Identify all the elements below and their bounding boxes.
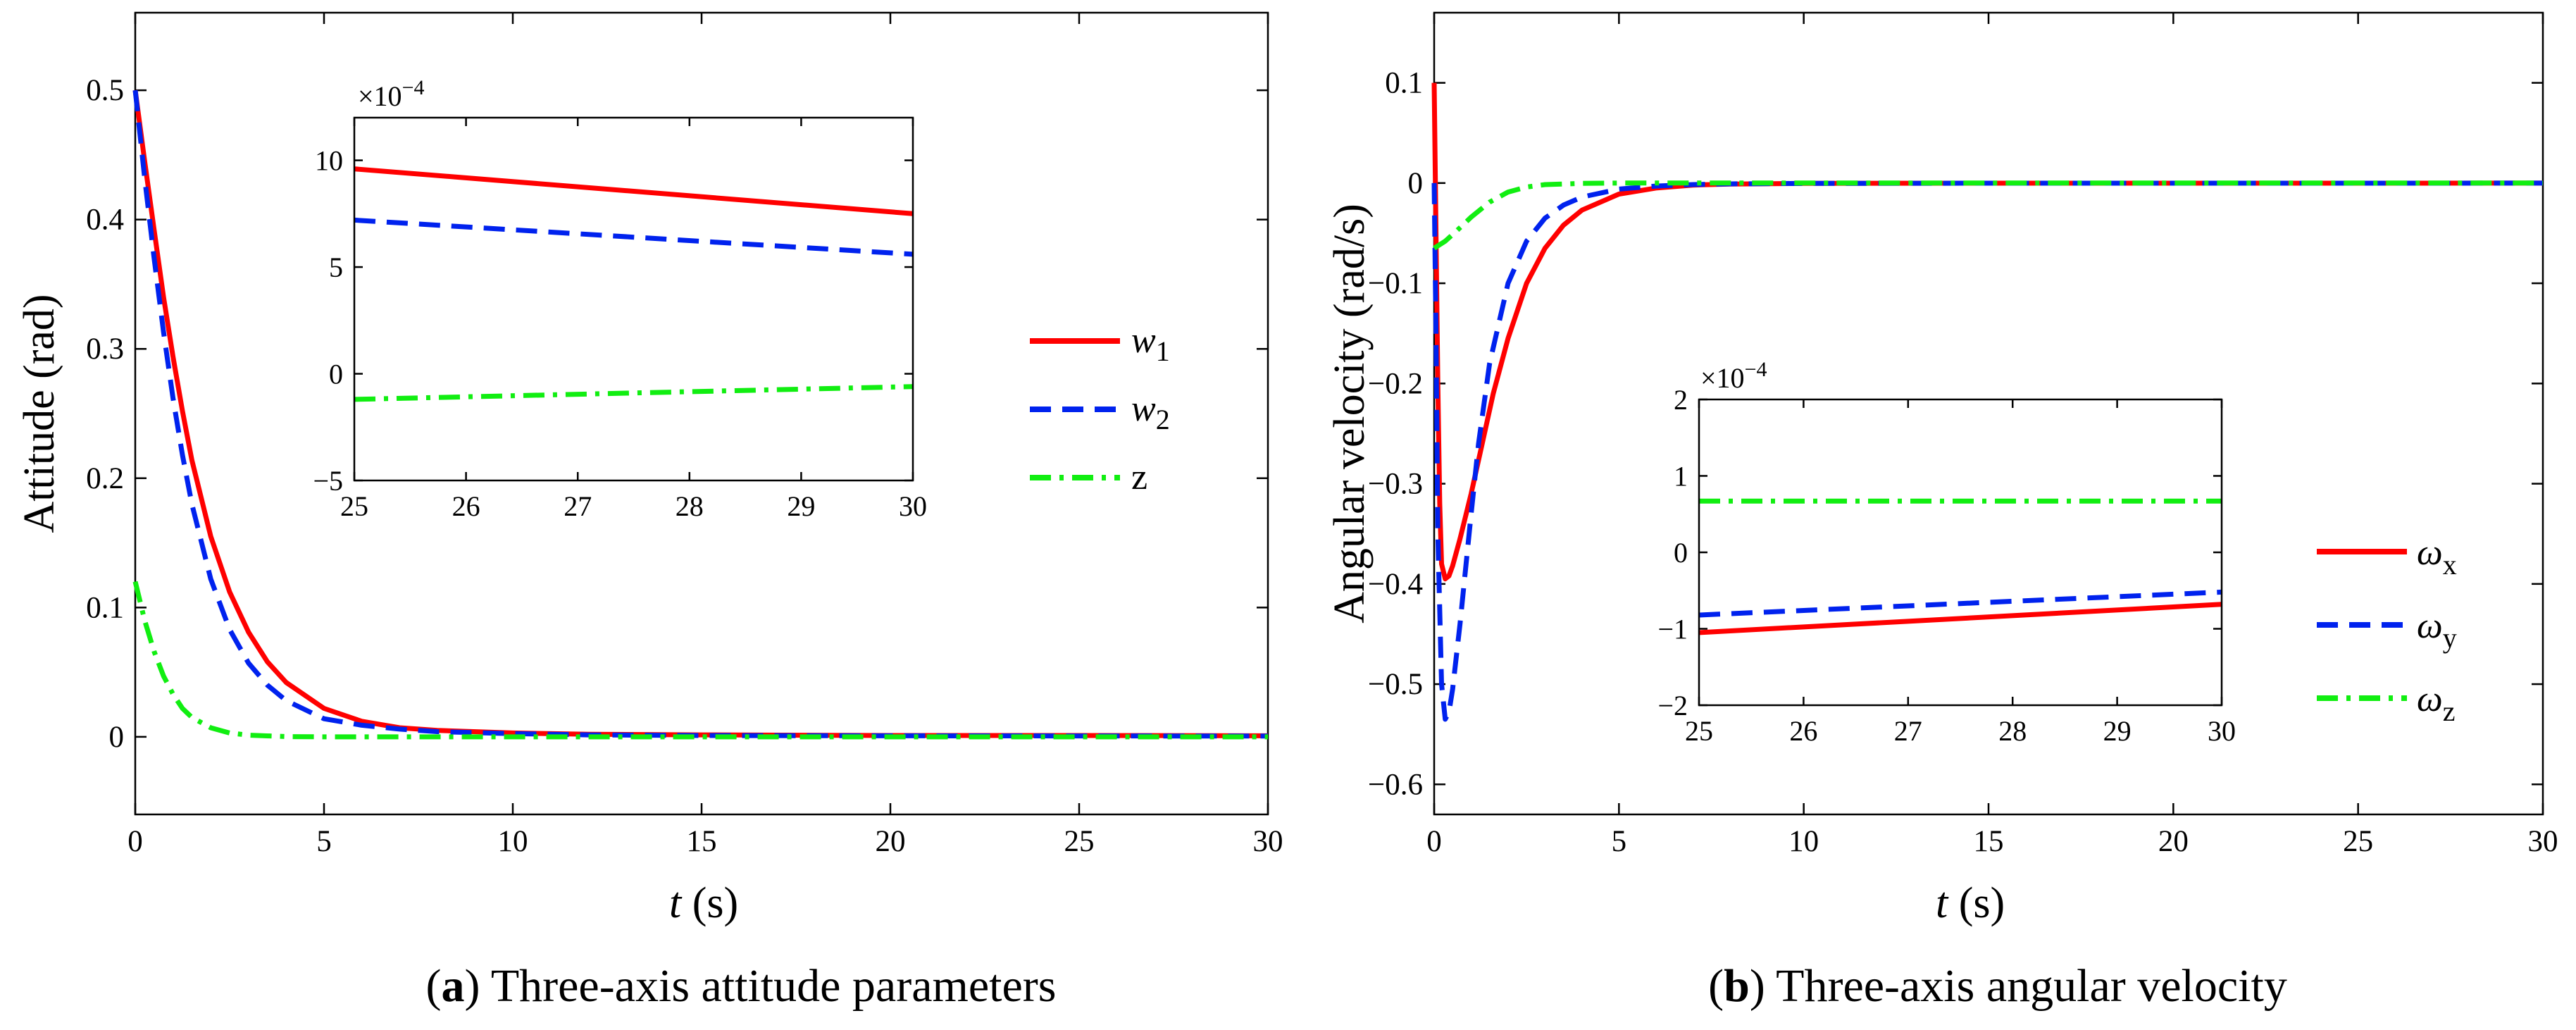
x-tick-label: 20 [2158,825,2189,858]
y-tick-label: 0.5 [86,74,124,107]
panel-a-inset-multiplier: ×10−4 [358,76,424,112]
y-tick-label: 0 [1674,537,1688,569]
y-tick-label: −0.6 [1368,768,1423,801]
panel-a-inset: 25 26 27 28 29 30 −5 0 5 10 ×10−4 [313,76,927,522]
panel-b-caption: (b) Three-axis angular velocity [1708,960,2287,1012]
legend-label-wy: ωy [2417,606,2457,654]
y-tick-label: 0 [109,721,125,754]
y-tick-label: −0.5 [1368,668,1423,701]
x-tick-label: 10 [498,825,528,858]
y-tick-label: −0.2 [1368,367,1423,400]
y-tick-label: 0.2 [86,462,124,495]
panel-a-caption: (a) Three-axis attitude parameters [426,960,1057,1012]
panel-b-series [1431,82,2544,722]
x-tick-label: 30 [2208,715,2236,747]
x-tick-label: 29 [787,490,815,522]
x-tick-label: 0 [1426,825,1442,858]
panel-b-x-ticks: 0 5 10 15 20 25 30 [1426,13,2558,858]
panel-b-angular-velocity: 0 5 10 15 20 25 30 −0.6−0.5−0.4−0.3−0.2−0.100.… [1326,11,2558,1012]
series-line-wy [1698,589,2222,618]
x-tick-label: 30 [1253,825,1283,858]
panel-a-x-ticks: 0 5 10 15 20 25 30 [127,13,1283,858]
y-tick-label: 0 [329,359,343,390]
series-line-z [354,384,914,402]
panel-a-inset-x-ticks: 25 26 27 28 29 30 [340,118,927,522]
y-tick-label: 0.4 [86,204,124,237]
legend-label-z: z [1131,457,1147,497]
panel-a-legend: w1 w2 z [1030,321,1170,497]
y-tick-label: −2 [1657,690,1688,721]
x-tick-label: 26 [452,490,480,522]
x-tick-label: 30 [2528,825,2558,858]
x-tick-label: 10 [1788,825,1819,858]
series-line-wz [1433,180,2543,251]
series-line-wx [1698,602,2222,635]
panel-b-x-label: t (s) [1936,879,2005,927]
panel-a-inset-series [354,166,914,402]
x-tick-label: 25 [1064,825,1095,858]
x-tick-label: 25 [2343,825,2373,858]
y-tick-label: 2 [1674,384,1688,416]
panel-a-y-label: Attitude (rad) [15,294,63,533]
y-tick-label: 5 [329,252,343,283]
y-tick-label: −0.1 [1368,267,1423,300]
x-tick-label: 0 [127,825,143,858]
x-tick-label: 28 [1998,715,2027,747]
panel-a-series [132,89,1269,740]
panel-b-y-label: Angular velocity (rad/s) [1326,204,1374,623]
x-tick-label: 25 [1685,715,1713,747]
x-tick-label: 30 [899,490,927,522]
series-line-z [132,581,1268,740]
x-tick-label: 5 [316,825,332,858]
y-tick-label: −0.4 [1368,568,1423,601]
x-tick-label: 5 [1612,825,1627,858]
x-tick-label: 15 [1974,825,2004,858]
y-tick-label: −0.3 [1368,468,1423,501]
panel-b-inset-x-ticks: 25 26 27 28 29 30 [1685,399,2236,747]
panel-a-y-ticks: 0 0.1 0.2 0.3 0.4 0.5 [86,74,1268,754]
panel-a-inset-y-ticks: −5 0 5 10 [313,145,913,497]
panel-b-inset-y-ticks: −2 −1 0 1 2 [1657,384,2222,721]
panel-b-inset: 25 26 27 28 29 30 −2 −1 0 1 2 ×10−4 [1657,358,2236,747]
x-tick-label: 25 [340,490,368,522]
series-line-wy [1431,180,2544,722]
y-tick-label: 0.1 [86,591,124,624]
legend-label-wx: ωx [2417,533,2457,581]
x-tick-label: 29 [2103,715,2132,747]
panel-a-attitude: 0 5 10 15 20 25 30 0 0.1 0.2 0.3 0.4 0.5 t (s) Atti… [15,11,1283,1012]
legend-label-w2: w2 [1131,389,1170,435]
y-tick-label: −5 [313,465,343,497]
y-tick-label: 1 [1674,461,1688,492]
x-tick-label: 20 [876,825,906,858]
x-tick-label: 15 [687,825,717,858]
y-tick-label: 0 [1408,167,1424,200]
series-line-w1 [354,166,914,216]
panel-a-x-label: t (s) [669,879,738,927]
panel-b-legend: ωx ωy ωz [2317,533,2457,727]
panel-b-inset-multiplier: ×10−4 [1700,358,1767,394]
y-tick-label: 0.1 [1385,67,1423,100]
y-tick-label: 0.3 [86,333,124,366]
panel-b-inset-series [1698,498,2222,635]
y-tick-label: −1 [1657,614,1688,645]
x-tick-label: 28 [676,490,704,522]
x-tick-label: 27 [564,490,592,522]
series-line-w2 [354,217,914,257]
x-tick-label: 26 [1789,715,1817,747]
y-tick-label: 10 [315,145,343,177]
x-tick-label: 27 [1894,715,1922,747]
panel-a-inset-axes [353,116,914,482]
legend-label-w1: w1 [1131,321,1170,367]
legend-label-wz: ωz [2417,679,2455,727]
